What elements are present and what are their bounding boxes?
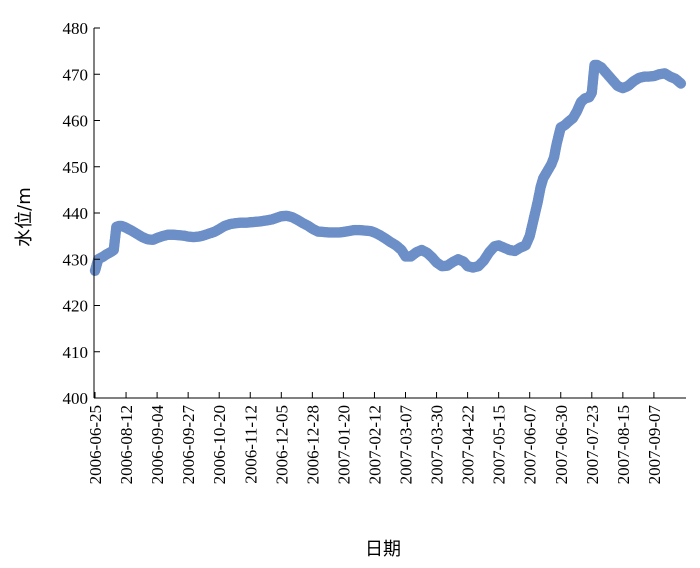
- x-tick-label: 2006-12-28: [303, 405, 322, 484]
- x-tick-label: 2007-08-15: [614, 405, 633, 484]
- x-tick-label: 2006-10-20: [210, 405, 229, 484]
- y-tick-label: 400: [63, 389, 89, 408]
- x-tick-label: 2007-05-15: [490, 405, 509, 484]
- y-tick-label: 430: [63, 250, 89, 269]
- x-tick-label: 2006-06-25: [86, 405, 105, 484]
- y-axis-ticks: 400 410 420 430 440 450 460 470 480: [63, 19, 100, 408]
- x-tick-label: 2007-03-07: [397, 405, 416, 485]
- y-tick-label: 420: [63, 297, 89, 316]
- y-axis-title: 水位/m: [14, 187, 35, 247]
- y-tick-label: 460: [63, 112, 89, 131]
- x-tick-label: 2007-04-22: [459, 405, 478, 484]
- y-tick-label: 450: [63, 158, 89, 177]
- x-tick-label: 2007-06-30: [552, 405, 571, 484]
- x-tick-label: 2007-09-07: [645, 405, 664, 485]
- data-point: [675, 78, 687, 89]
- x-tick-label: 2006-09-04: [148, 405, 167, 485]
- y-tick-label: 410: [63, 343, 89, 362]
- y-tick-label: 470: [63, 65, 89, 84]
- y-tick-label: 480: [63, 19, 89, 38]
- x-tick-label: 2006-09-27: [179, 405, 198, 485]
- x-tick-label: 2007-06-07: [521, 405, 540, 485]
- x-tick-label: 2006-08-12: [117, 405, 136, 484]
- x-tick-label: 2007-01-20: [334, 405, 353, 484]
- y-tick-label: 440: [63, 204, 89, 223]
- x-tick-label: 2007-07-23: [583, 405, 602, 484]
- x-tick-label: 2007-03-30: [428, 405, 447, 484]
- data-points: [89, 59, 687, 277]
- x-axis-title: 日期: [365, 539, 401, 560]
- x-tick-label: 2006-12-05: [272, 405, 291, 484]
- x-tick-label: 2007-02-12: [365, 405, 384, 484]
- x-tick-label: 2006-11-12: [241, 405, 260, 484]
- x-axis-ticks: 2006-06-25 2006-08-12 2006-09-04 2006-09-27…: [86, 392, 664, 484]
